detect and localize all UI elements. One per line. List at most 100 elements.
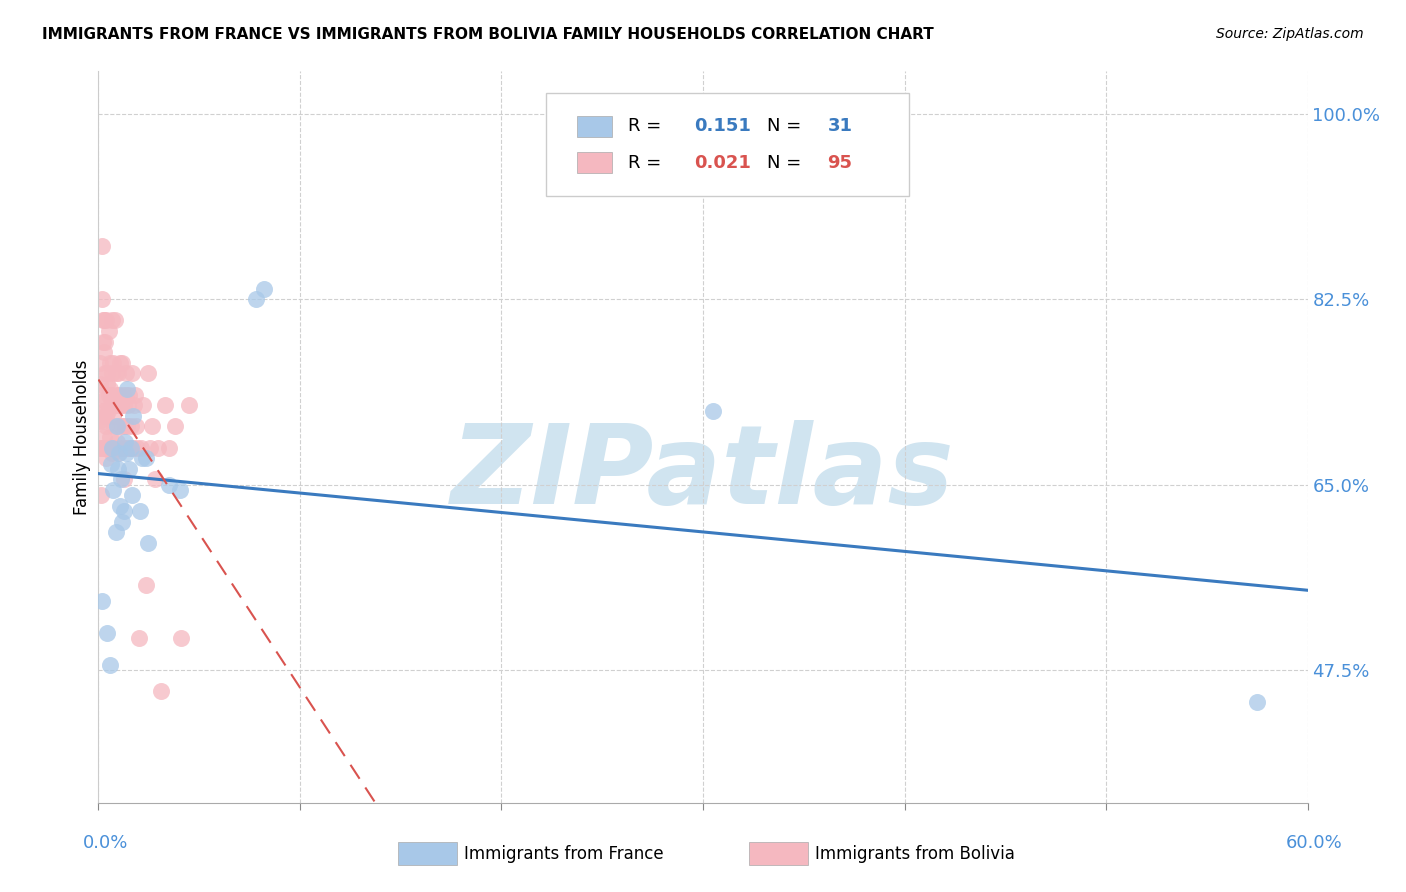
Text: R =: R = (628, 117, 661, 136)
Point (120, 419, 142, 434)
Point (115, 441, 138, 455)
Point (108, 499, 131, 513)
Text: 0.0%: 0.0% (83, 834, 128, 852)
Point (112, 504, 135, 518)
Point (112, 398, 135, 412)
Text: R =: R = (628, 153, 661, 172)
Point (153, 398, 176, 412)
Point (108, 356, 131, 370)
Point (111, 515, 134, 529)
Point (107, 387, 129, 401)
Text: 0.151: 0.151 (695, 117, 751, 136)
Point (96, 441, 118, 455)
Point (110, 398, 132, 412)
Point (157, 441, 180, 455)
Point (93, 345, 115, 359)
Point (93, 414, 115, 428)
Point (91, 293, 114, 307)
Point (93, 313, 115, 327)
Point (121, 441, 143, 455)
Point (114, 419, 136, 434)
Point (101, 356, 124, 370)
Point (139, 441, 162, 455)
Point (98, 383, 121, 397)
Point (111, 356, 134, 370)
Point (94, 403, 117, 417)
Point (120, 441, 142, 455)
Y-axis label: Family Households: Family Households (73, 359, 91, 515)
Point (96, 419, 118, 434)
Point (118, 387, 141, 401)
Point (100, 446, 122, 460)
Point (90, 488, 112, 502)
Point (117, 398, 139, 412)
Point (141, 419, 163, 434)
Point (115, 446, 138, 460)
Point (121, 367, 143, 381)
Point (94, 409, 117, 423)
Point (91, 334, 114, 349)
Point (91, 441, 114, 455)
Point (114, 435, 136, 450)
Text: Immigrants from France: Immigrants from France (464, 845, 664, 863)
Point (101, 441, 124, 455)
Point (118, 462, 141, 476)
Point (110, 473, 132, 487)
Text: ZIPatlas: ZIPatlas (451, 420, 955, 527)
Point (115, 419, 138, 434)
Point (103, 419, 125, 434)
Point (118, 441, 141, 455)
Point (131, 451, 153, 466)
Text: Immigrants from Bolivia: Immigrants from Bolivia (815, 845, 1015, 863)
Text: 31: 31 (828, 117, 852, 136)
Point (98, 356, 121, 370)
Point (108, 441, 131, 455)
Point (146, 441, 169, 455)
Point (97, 324, 120, 338)
Point (93, 392, 115, 407)
Point (105, 387, 128, 401)
Point (89, 356, 111, 370)
Point (100, 313, 122, 327)
Point (94, 441, 117, 455)
Point (115, 383, 138, 397)
Point (104, 441, 127, 455)
Point (129, 441, 152, 455)
Point (93, 430, 115, 444)
Point (245, 293, 267, 307)
Point (149, 684, 172, 698)
Point (101, 367, 124, 381)
Text: 60.0%: 60.0% (1286, 834, 1343, 852)
Point (104, 525, 127, 540)
Point (91, 403, 114, 417)
Point (122, 398, 145, 412)
Point (125, 419, 148, 434)
Point (97, 387, 120, 401)
Point (98, 430, 121, 444)
Text: 95: 95 (828, 153, 852, 172)
Point (124, 387, 146, 401)
Point (114, 367, 136, 381)
Point (121, 488, 143, 502)
Point (96, 626, 118, 640)
Point (112, 473, 135, 487)
Point (89, 414, 111, 428)
Point (94, 334, 117, 349)
Text: Source: ZipAtlas.com: Source: ZipAtlas.com (1216, 27, 1364, 41)
Point (94, 367, 117, 381)
Point (122, 409, 145, 423)
FancyBboxPatch shape (546, 94, 908, 195)
Point (103, 398, 125, 412)
Point (135, 451, 157, 466)
Point (128, 632, 150, 646)
Point (108, 446, 131, 460)
Point (90, 387, 112, 401)
Point (96, 367, 118, 381)
FancyBboxPatch shape (578, 153, 613, 173)
Point (169, 483, 191, 497)
Text: 0.021: 0.021 (695, 153, 751, 172)
Point (108, 419, 131, 434)
Text: N =: N = (768, 153, 801, 172)
Point (89, 441, 111, 455)
Point (100, 457, 122, 471)
